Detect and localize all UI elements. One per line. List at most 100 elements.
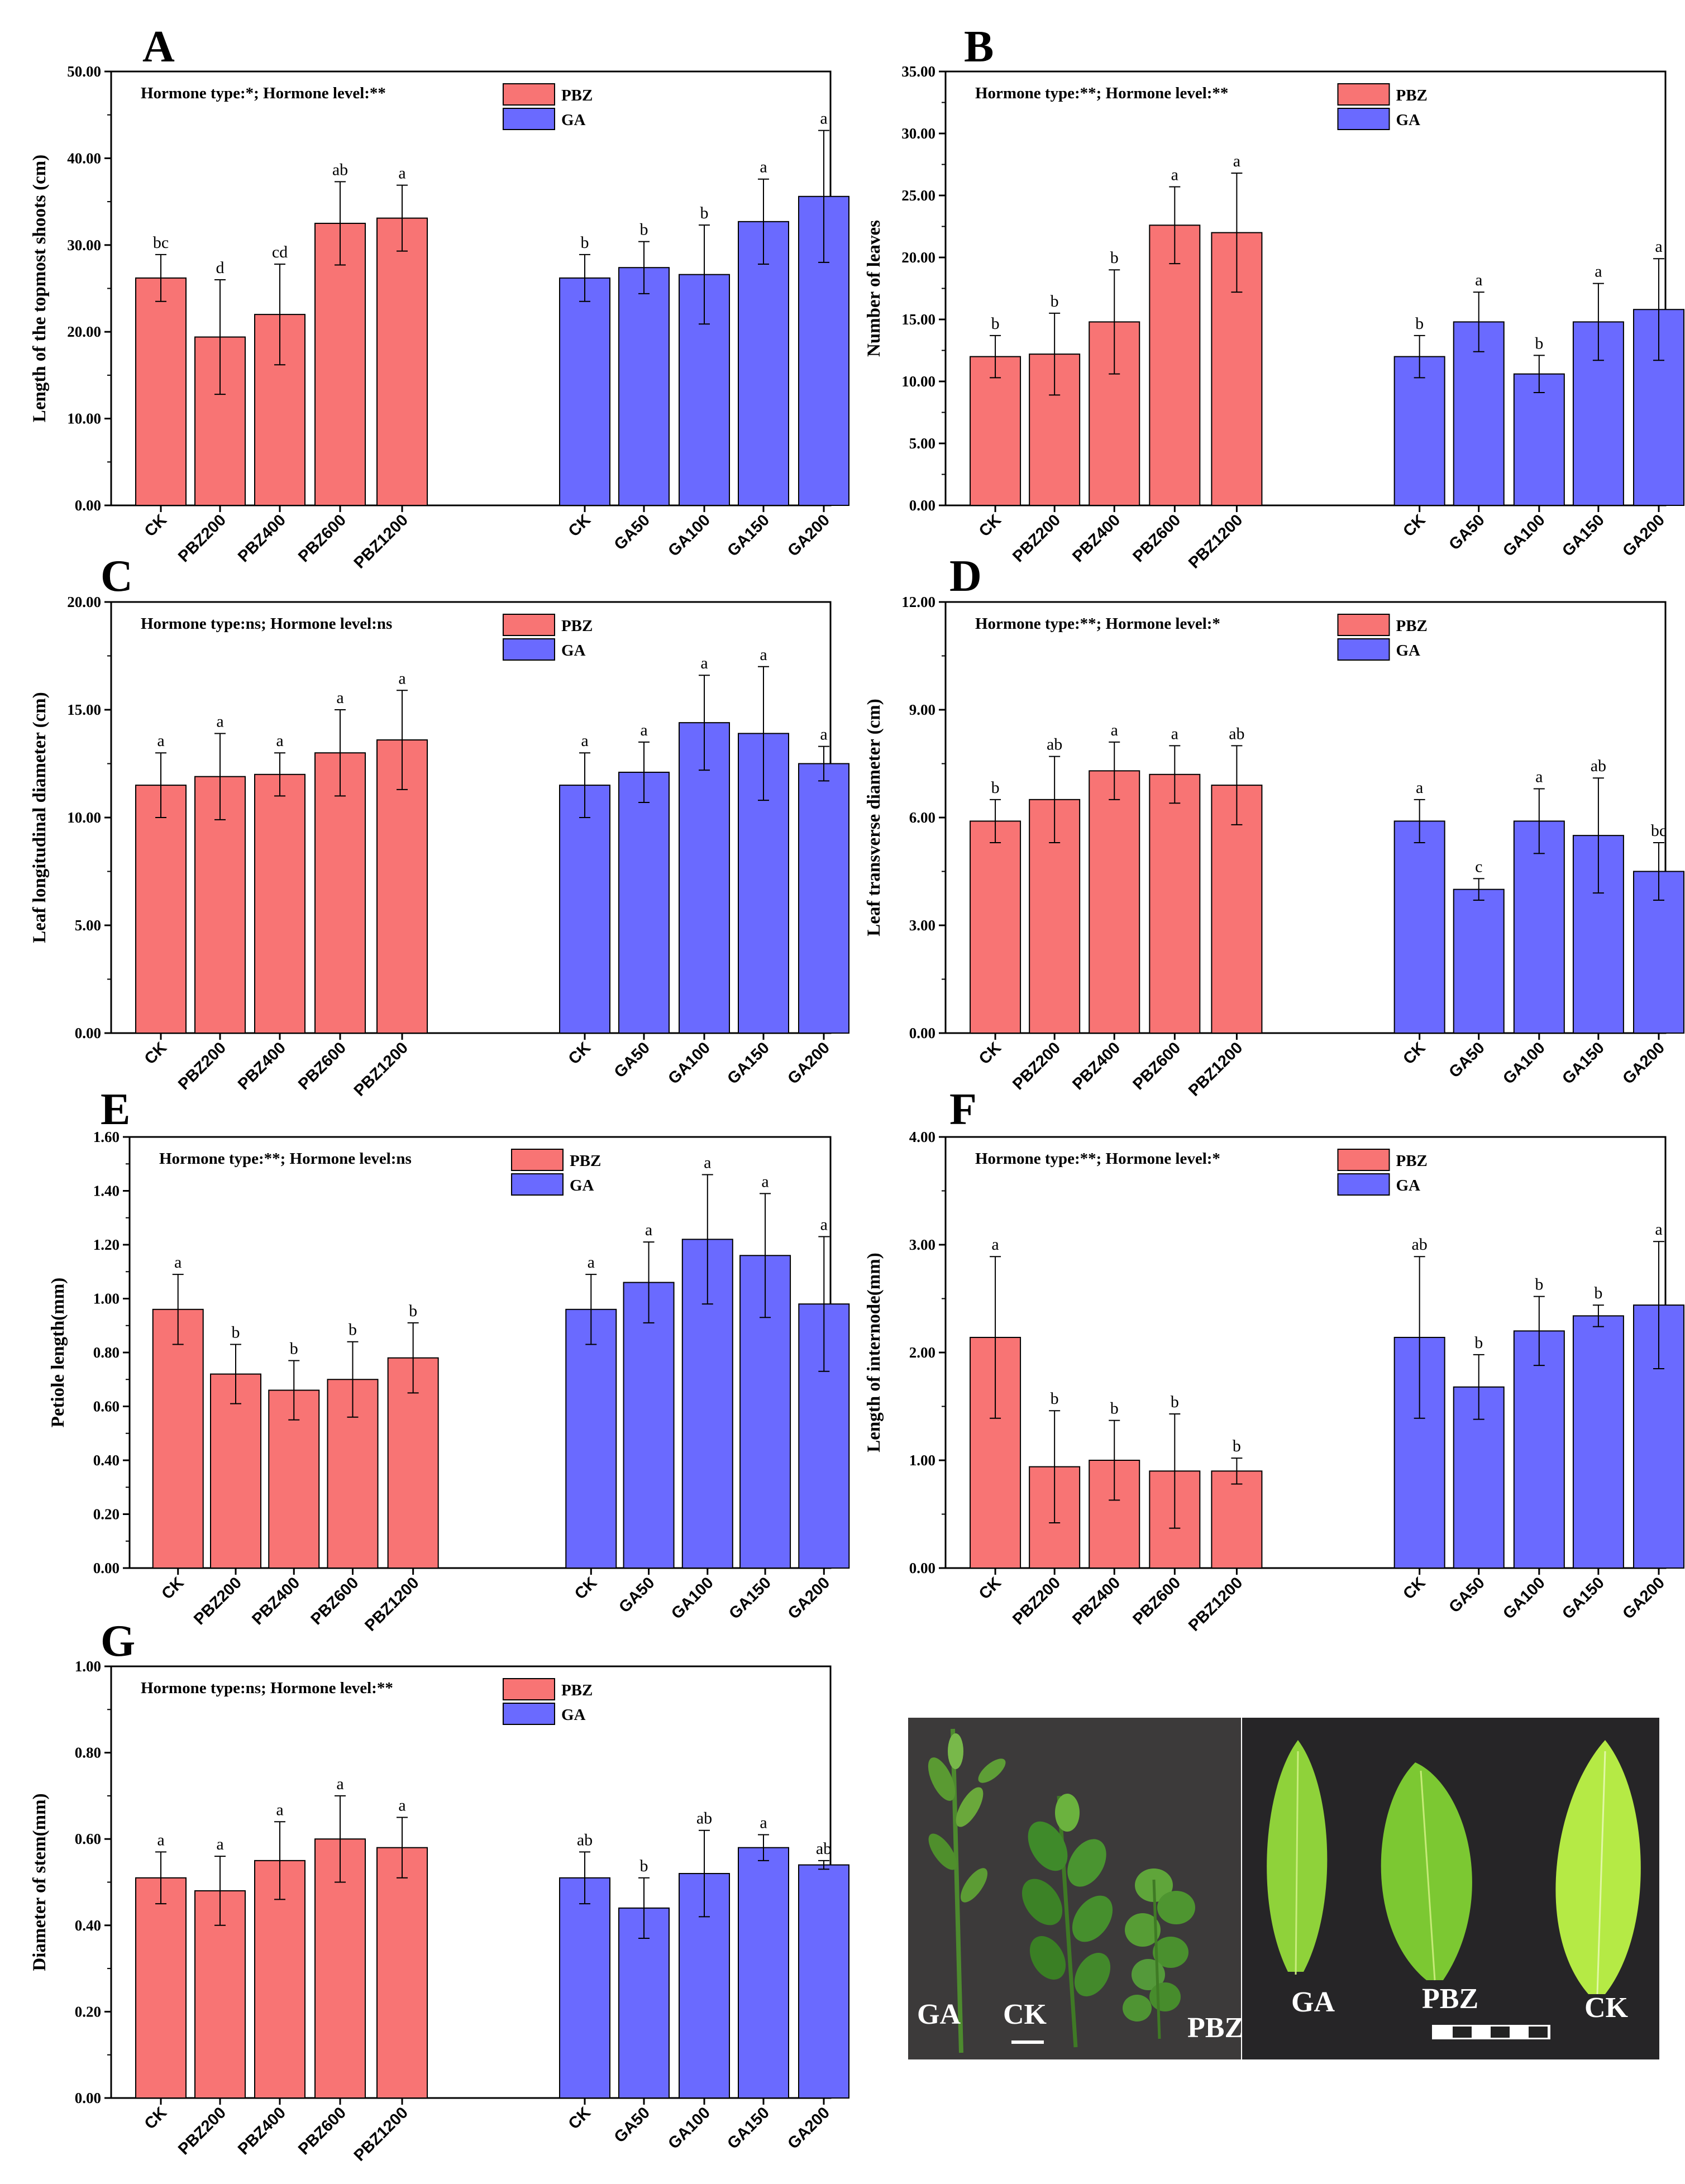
significance-label: b: [1535, 1275, 1543, 1294]
y-tick-label: 2.00: [909, 1344, 935, 1361]
significance-label: a: [216, 712, 223, 730]
bar-pbz-ck: [970, 820, 1021, 1034]
y-tick-label: 0.80: [93, 1344, 120, 1361]
x-tick-label: CK: [976, 1039, 1005, 1068]
legend-label-ga: GA: [561, 1706, 586, 1724]
bar-pbz-pbz1200: [1211, 1470, 1263, 1569]
y-tick-label: 0.20: [75, 2003, 101, 2020]
significance-label: b: [1051, 1389, 1059, 1408]
significance-label: a: [581, 732, 588, 750]
significance-label: b: [1110, 248, 1119, 267]
significance-label: bc: [1651, 821, 1667, 840]
legend-label-pbz: PBZ: [1396, 87, 1428, 104]
y-axis-label: Leaf longitudinal diameter (cm): [30, 692, 50, 943]
x-tick-label: GA200: [1619, 1039, 1668, 1088]
x-tick-label: PBZ600: [1129, 1039, 1184, 1093]
significance-label: a: [760, 646, 767, 664]
bar-ga-ga100: [679, 722, 730, 1034]
x-tick-label: GA150: [724, 1039, 773, 1088]
y-tick-label: 30.00: [901, 125, 935, 142]
y-tick-label: 0.00: [75, 497, 101, 514]
x-tick-label: CK: [141, 511, 170, 540]
x-tick-label: PBZ1200: [351, 1039, 412, 1100]
x-tick-label: GA50: [1445, 1574, 1488, 1616]
significance-label: b: [991, 778, 1000, 797]
legend-swatch-pbz: [1337, 614, 1390, 636]
bar-ga-ga150: [1572, 1315, 1624, 1569]
x-tick-label: GA100: [1500, 1574, 1549, 1623]
significance-label: a: [276, 1800, 283, 1819]
x-tick-label: CK: [976, 1574, 1005, 1603]
significance-label: b: [1233, 1437, 1241, 1455]
chart-panel-f: F 0.00 1.00 2.00 3.00 4.00 Length of internode…: [864, 1085, 1684, 1635]
x-tick-label: CK: [565, 2104, 594, 2133]
x-tick-label: PBZ400: [1069, 511, 1124, 566]
legend-label-pbz: PBZ: [561, 1681, 593, 1699]
y-tick-label: 20.00: [67, 323, 101, 340]
significance-label: b: [349, 1321, 357, 1339]
photo-label-ck-left: CK: [1003, 1999, 1047, 2030]
y-tick-label: 20.00: [67, 594, 101, 610]
bar-pbz-pbz600: [314, 222, 366, 506]
y-tick-label: 0.00: [909, 1025, 935, 1041]
bar-pbz-pbz600: [1149, 773, 1201, 1034]
significance-label: a: [336, 689, 343, 707]
bar-pbz-ck: [135, 785, 187, 1034]
y-tick-label: 1.00: [93, 1291, 120, 1307]
x-tick-label: PBZ200: [175, 511, 230, 566]
significance-label: a: [1233, 152, 1240, 170]
panel-letter-a: A: [142, 22, 175, 71]
panel-letter-b: B: [964, 22, 994, 71]
panel-h-photo: GA CK PBZ GA PBZ CK: [908, 1718, 1659, 2059]
significance-label: a: [820, 109, 827, 128]
significance-label: ab: [696, 1809, 712, 1828]
x-tick-label: PBZ400: [235, 2104, 289, 2158]
x-tick-label: GA50: [611, 511, 653, 553]
bar-pbz-pbz1200: [1211, 785, 1263, 1034]
panel-letter-f: F: [949, 1085, 977, 1134]
y-axis-label: Petiole length(mm): [48, 1278, 68, 1428]
chart-panel-b: B 0.00 5.00 10.00 15.00 20.00 25.00 30.00 35.00 N…: [864, 22, 1684, 572]
significance-label: b: [581, 233, 589, 252]
y-tick-label: 0.00: [909, 1560, 935, 1576]
x-tick-label: PBZ400: [249, 1574, 303, 1628]
x-tick-label: GA200: [1619, 511, 1668, 560]
legend-swatch-ga: [502, 1703, 555, 1725]
legend-swatch-pbz: [502, 83, 555, 106]
legend-swatch-ga: [1337, 1173, 1390, 1196]
y-tick-label: 15.00: [67, 701, 101, 718]
x-tick-label: PBZ1200: [1185, 1574, 1246, 1635]
x-tick-label: PBZ600: [295, 1039, 350, 1093]
x-tick-label: PBZ600: [1129, 511, 1184, 566]
y-tick-label: 6.00: [909, 809, 935, 826]
x-tick-label: PBZ1200: [1185, 1039, 1246, 1100]
legend-label-ga: GA: [1396, 111, 1421, 129]
significance-label: a: [336, 1775, 343, 1793]
y-axis-label: Length of internode(mm): [864, 1253, 884, 1452]
bar-ga-ck: [1393, 820, 1445, 1034]
x-tick-label: PBZ600: [295, 2104, 350, 2158]
x-tick-label: GA50: [611, 2104, 653, 2146]
legend-label-ga: GA: [1396, 1177, 1421, 1194]
bar-ga-ga150: [738, 1847, 789, 2099]
legend-swatch-ga: [1337, 108, 1390, 130]
significance-label: ab: [1047, 735, 1062, 754]
significance-label: a: [700, 654, 708, 672]
x-tick-label: CK: [141, 1039, 170, 1068]
significance-label: a: [820, 1216, 828, 1234]
x-tick-label: PBZ1200: [1185, 511, 1246, 572]
x-tick-label: CK: [158, 1574, 187, 1603]
significance-label: b: [1110, 1399, 1119, 1418]
bar-ga-ck: [559, 277, 610, 506]
legend-swatch-ga: [502, 108, 555, 130]
panel-letter-d: D: [949, 552, 982, 601]
chart-panel-e: E 0.00 0.20 0.40 0.60 0.80 1.00 1.20 1.40 1.60 Pet…: [48, 1085, 850, 1635]
x-tick-label: GA150: [1559, 511, 1608, 560]
x-tick-label: GA50: [1445, 511, 1488, 553]
significance-label: a: [761, 1172, 768, 1191]
legend-label-ga: GA: [1396, 642, 1421, 659]
stats-annotation: Hormone type:*; Hormone level:**: [141, 84, 386, 102]
significance-label: a: [1535, 768, 1543, 786]
y-tick-label: 12.00: [901, 594, 935, 610]
x-tick-label: CK: [1400, 1574, 1429, 1603]
